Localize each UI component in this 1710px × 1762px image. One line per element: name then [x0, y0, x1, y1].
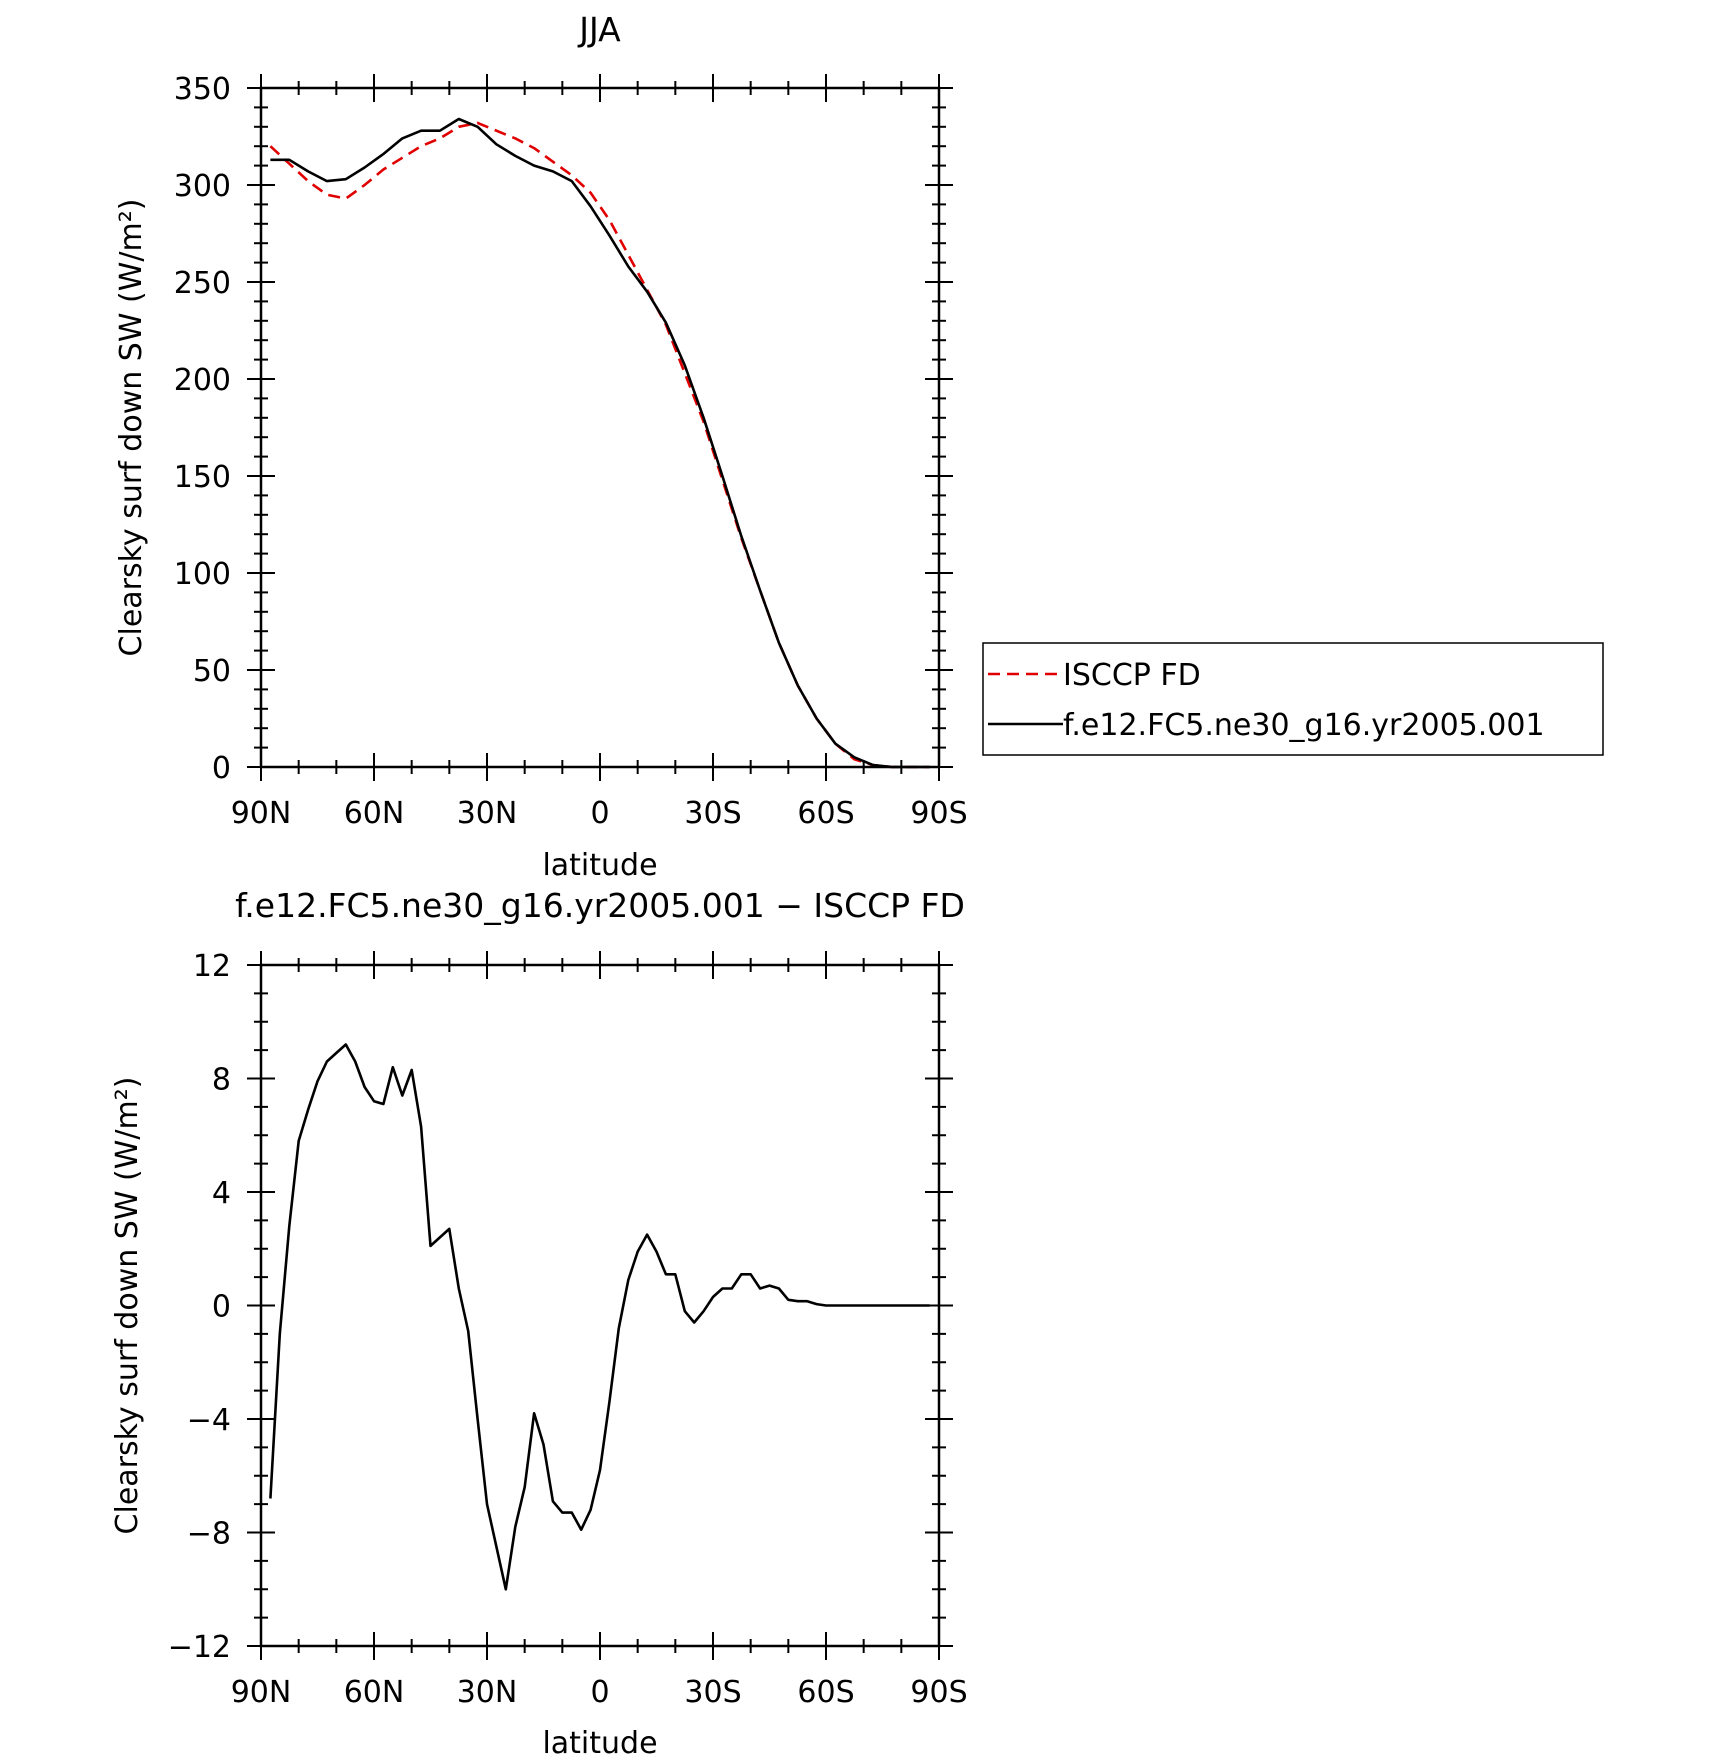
- x-tick-label: 0: [590, 796, 609, 831]
- y-tick-label: 0: [212, 751, 231, 786]
- y-tick-label: 200: [174, 363, 231, 398]
- legend-label-isccp: ISCCP FD: [1063, 658, 1201, 693]
- bottom-panel-x-axis-label: latitude: [542, 1726, 657, 1761]
- y-tick-label: 12: [193, 949, 231, 984]
- y-tick-label: 250: [174, 266, 231, 301]
- bottom-panel-title: f.e12.FC5.ne30_g16.yr2005.001 − ISCCP FD: [235, 886, 965, 925]
- x-tick-label: 90N: [231, 1675, 292, 1710]
- y-tick-label: 150: [174, 460, 231, 495]
- x-tick-label: 60N: [344, 796, 405, 831]
- y-tick-label: −4: [187, 1403, 231, 1438]
- top-panel-y-axis-label: Clearsky surf down SW (W/m²): [114, 199, 149, 657]
- y-tick-label: −12: [168, 1630, 231, 1665]
- top-panel-x-axis-label: latitude: [542, 848, 657, 883]
- y-tick-label: 300: [174, 169, 231, 204]
- bottom-panel-axes: 90N 60N 30N 0 30S 60S 90S −12 −8 −4 0 4 8 12: [168, 949, 968, 1710]
- top-panel: JJA 90N 60N 30N 0 30S 60S 90S 0 50 100 150 200 250 30…: [114, 10, 968, 883]
- bottom-panel: f.e12.FC5.ne30_g16.yr2005.001 − ISCCP FD…: [110, 886, 968, 1761]
- series-line-difference: [269, 1043, 930, 1591]
- x-tick-label: 90S: [910, 796, 967, 831]
- x-tick-label: 0: [590, 1675, 609, 1710]
- x-tick-label: 30N: [457, 1675, 518, 1710]
- legend: ISCCP FD f.e12.FC5.ne30_g16.yr2005.001: [982, 642, 1604, 756]
- top-panel-title: JJA: [577, 10, 621, 49]
- x-tick-label: 60S: [797, 1675, 854, 1710]
- bottom-panel-y-axis-label: Clearsky surf down SW (W/m²): [110, 1077, 145, 1535]
- x-tick-label: 30N: [457, 796, 518, 831]
- top-panel-axes: 90N 60N 30N 0 30S 60S 90S 0 50 100 150 200 250 300 350: [174, 72, 968, 831]
- series-line-model: [270, 117, 930, 769]
- x-tick-label: 30S: [684, 1675, 741, 1710]
- x-tick-label: 90N: [231, 796, 292, 831]
- y-tick-label: 100: [174, 557, 231, 592]
- bottom-panel-series: [269, 1043, 930, 1591]
- legend-box: [982, 642, 1604, 756]
- y-tick-label: 8: [212, 1063, 231, 1098]
- top-panel-plot-frame: [259, 86, 941, 769]
- x-tick-label: 90S: [910, 1675, 967, 1710]
- legend-label-model: f.e12.FC5.ne30_g16.yr2005.001: [1063, 708, 1545, 743]
- y-tick-label: 50: [193, 654, 231, 689]
- y-tick-label: 4: [212, 1176, 231, 1211]
- y-tick-label: −8: [187, 1517, 231, 1552]
- top-panel-series: [269, 117, 930, 769]
- x-tick-label: 30S: [684, 796, 741, 831]
- y-tick-label: 0: [212, 1290, 231, 1325]
- x-tick-label: 60N: [344, 1675, 405, 1710]
- x-tick-label: 60S: [797, 796, 854, 831]
- y-tick-label: 350: [174, 72, 231, 107]
